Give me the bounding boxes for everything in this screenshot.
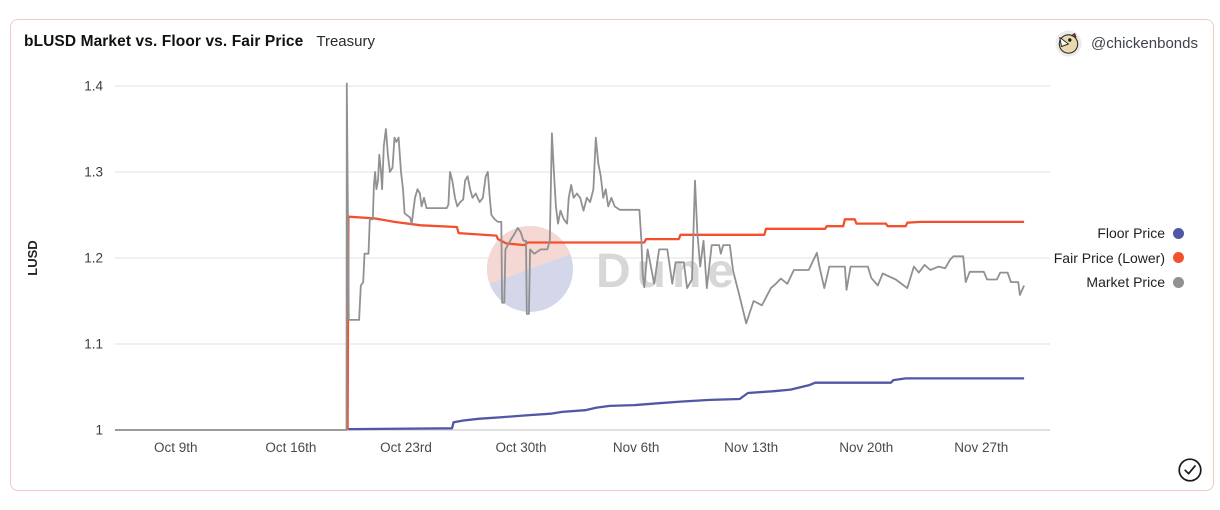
legend-dot: [1173, 252, 1184, 264]
series-line-fair-price-lower: [346, 215, 1025, 431]
legend-label: Floor Price: [1097, 225, 1165, 242]
chart-card: [10, 19, 1214, 491]
check-circle-icon: [1178, 458, 1202, 482]
legend-dot: [1173, 227, 1184, 239]
legend-item-market-price[interactable]: Market Price: [1054, 270, 1184, 295]
chart-subtitle-treasury[interactable]: Treasury: [316, 33, 375, 50]
legend-label: Market Price: [1086, 274, 1165, 291]
x-tick-label: Oct 16th: [265, 440, 316, 455]
legend: Floor Price Fair Price (Lower) Market Pric…: [1054, 221, 1184, 295]
chart-header: bLUSD Market vs. Floor vs. Fair Price Tr…: [24, 33, 375, 51]
attribution-handle[interactable]: @chickenbonds: [1091, 35, 1198, 52]
x-tick-label: Oct 30th: [496, 440, 547, 455]
series-line-market-price: [115, 82, 1025, 431]
x-tick-label: Oct 9th: [154, 440, 198, 455]
y-tick-label: 1.2: [84, 251, 103, 266]
x-tick-label: Nov 13th: [724, 440, 778, 455]
legend-dot: [1173, 276, 1184, 288]
legend-item-fair-price-lower[interactable]: Fair Price (Lower): [1054, 246, 1184, 271]
legend-label: Fair Price (Lower): [1053, 249, 1165, 266]
y-tick-label: 1.3: [84, 165, 103, 180]
series-line-floor-price: [348, 377, 1025, 431]
attribution[interactable]: @chickenbonds: [1055, 30, 1198, 57]
x-tick-label: Oct 23rd: [380, 440, 432, 455]
y-tick-label: 1.1: [84, 337, 103, 352]
legend-item-floor-price[interactable]: Floor Price: [1054, 221, 1184, 246]
verified-check-button[interactable]: [1177, 457, 1203, 483]
y-tick-label: 1: [95, 423, 103, 438]
y-tick-label: 1.4: [84, 79, 103, 94]
x-tick-label: Nov 20th: [839, 440, 893, 455]
x-tick-label: Nov 27th: [954, 440, 1008, 455]
chicken-avatar-icon: [1055, 30, 1082, 57]
y-axis-label: LUSD: [25, 240, 40, 275]
chart-title[interactable]: bLUSD Market vs. Floor vs. Fair Price: [24, 33, 304, 50]
x-tick-label: Nov 6th: [613, 440, 660, 455]
